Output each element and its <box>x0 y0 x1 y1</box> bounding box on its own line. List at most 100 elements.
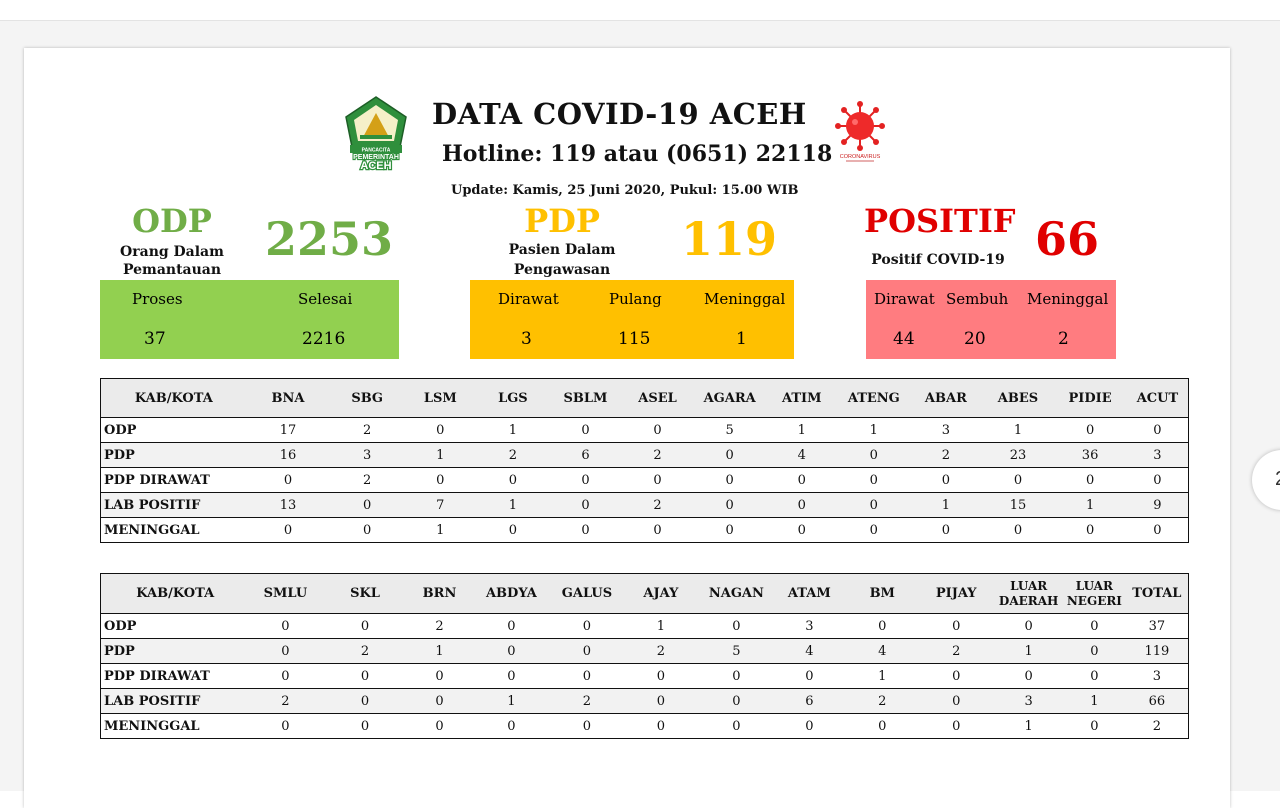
table-cell: 3 <box>329 442 405 468</box>
table-cell: 2 <box>552 688 622 714</box>
table-cell: 9 <box>1126 492 1189 518</box>
table-cell: 0 <box>550 517 621 543</box>
table-row: PDP DIRAWAT 0 0 0 0 0 0 0 0 1 0 0 0 3 <box>100 663 1189 689</box>
table-cell: 0 <box>405 417 476 443</box>
column-header: ATIM <box>764 378 839 418</box>
column-header: PIDIE <box>1053 378 1127 418</box>
table-row: PDP 16 3 1 2 6 2 0 4 0 2 23 36 3 <box>100 442 1189 468</box>
table-cell: 0 <box>552 713 622 739</box>
table-cell: 6 <box>772 688 847 714</box>
odp-selesai-label: Selesai <box>298 290 353 308</box>
odp-label: ODP <box>132 202 212 240</box>
table-cell: 0 <box>552 638 622 664</box>
row-label: PDP <box>100 442 247 468</box>
table-cell: 0 <box>700 713 773 739</box>
positif-label: POSITIF <box>864 202 1016 240</box>
table-cell: 0 <box>909 517 983 543</box>
update-timestamp: Update: Kamis, 25 Juni 2020, Pukul: 15.0… <box>451 183 799 198</box>
viewer-top-bar <box>0 0 1280 21</box>
column-header: KAB/KOTA <box>100 378 247 418</box>
table-row: ODP 17 2 0 1 0 0 5 1 1 3 1 0 0 <box>100 417 1189 443</box>
table-cell: 119 <box>1125 638 1189 664</box>
column-header: TOTAL <box>1125 573 1189 614</box>
odp-proses-value: 37 <box>144 329 166 349</box>
column-header: LUAR DAERAH <box>994 573 1064 614</box>
table-cell: 0 <box>764 467 839 493</box>
table-cell: 0 <box>552 613 622 639</box>
table-row: LAB POSITIF 13 0 7 1 0 2 0 0 0 1 15 1 9 <box>100 492 1189 518</box>
row-label: MENINGGAL <box>100 713 250 739</box>
pdp-dirawat-value: 3 <box>521 329 532 349</box>
table-cell: 0 <box>694 467 765 493</box>
table-cell: 0 <box>249 663 322 689</box>
column-header: ABAR <box>909 378 983 418</box>
odp-sub-line2: Pemantauan <box>122 262 222 278</box>
row-label: LAB POSITIF <box>100 688 250 714</box>
table-cell: 7 <box>405 492 476 518</box>
positif-meninggal-label: Meninggal <box>1027 290 1109 308</box>
table-cell: 4 <box>846 638 919 664</box>
table-cell: 0 <box>249 613 322 639</box>
table-cell: 0 <box>838 517 910 543</box>
table-cell: 0 <box>621 688 701 714</box>
table-cell: 2 <box>620 492 695 518</box>
table-cell: 2 <box>475 442 551 468</box>
table-cell: 0 <box>246 517 330 543</box>
pdp-meninggal-label: Meninggal <box>704 290 786 308</box>
aceh-government-logo: PANCACITA PEMERINTAH ACEH <box>345 96 407 171</box>
table-cell: 0 <box>550 467 621 493</box>
table-cell: 0 <box>994 613 1064 639</box>
table-cell: 0 <box>772 663 847 689</box>
page-number-text: 2 <box>1275 468 1280 491</box>
table-cell: 1 <box>475 417 551 443</box>
table-cell: 0 <box>405 467 476 493</box>
table-cell: 0 <box>475 467 551 493</box>
table-row: PDP 0 2 1 0 0 2 5 4 4 2 1 0 119 <box>100 638 1189 664</box>
table-cell: 1 <box>405 442 476 468</box>
odp-sub-line1: Orang Dalam <box>120 244 224 260</box>
column-header: BRN <box>408 573 471 614</box>
table-cell: 0 <box>838 492 910 518</box>
column-header: SBG <box>329 378 405 418</box>
column-header: ABDYA <box>470 573 553 614</box>
table-header-row: KAB/KOTA SMLU SKL BRN ABDYA GALUS AJAY NAGAN ATA… <box>100 573 1189 614</box>
table-cell: 1 <box>1053 492 1127 518</box>
pdp-pulang-value: 115 <box>618 329 651 349</box>
positif-total: 66 <box>1035 212 1100 266</box>
column-header: AGARA <box>694 378 765 418</box>
table-row: ODP 0 0 2 0 0 1 0 3 0 0 0 0 37 <box>100 613 1189 639</box>
district-table-2: KAB/KOTA SMLU SKL BRN ABDYA GALUS AJAY NAGAN ATA… <box>100 573 1189 739</box>
coronavirus-caption: CORONAVIRUS <box>840 154 881 160</box>
column-header: ATAM <box>772 573 847 614</box>
pdp-sub-line2: Pengawasan <box>513 262 611 278</box>
table-row: MENINGGAL 0 0 1 0 0 0 0 0 0 0 0 0 0 <box>100 517 1189 543</box>
table-cell: 3 <box>772 613 847 639</box>
table-cell: 0 <box>321 663 409 689</box>
table-cell: 1 <box>846 663 919 689</box>
table-cell: 0 <box>846 713 919 739</box>
table-cell: 0 <box>838 442 910 468</box>
table-cell: 0 <box>1063 713 1126 739</box>
row-label: PDP DIRAWAT <box>100 467 247 493</box>
pdp-sub-line1: Pasien Dalam <box>508 242 616 258</box>
column-header: PIJAY <box>918 573 995 614</box>
column-header: SBLM <box>550 378 621 418</box>
table-header-row: KAB/KOTA BNA SBG LSM LGS SBLM ASEL AGARA ATIM ATE… <box>100 378 1189 418</box>
table-cell: 0 <box>846 613 919 639</box>
row-label: PDP <box>100 638 250 664</box>
table-cell: 0 <box>470 613 553 639</box>
column-header: ASEL <box>620 378 695 418</box>
table-cell: 0 <box>764 517 839 543</box>
table-cell: 0 <box>994 663 1064 689</box>
pdp-pulang-label: Pulang <box>609 290 662 308</box>
table-cell: 2 <box>329 467 405 493</box>
odp-box: Proses 37 Selesai 2216 <box>100 280 399 359</box>
table-cell: 37 <box>1125 613 1189 639</box>
table-cell: 0 <box>475 517 551 543</box>
table-cell: 0 <box>694 517 765 543</box>
column-header: SMLU <box>249 573 322 614</box>
table-cell: 0 <box>982 467 1054 493</box>
table-cell: 0 <box>838 467 910 493</box>
table-cell: 0 <box>1053 467 1127 493</box>
table-cell: 0 <box>694 442 765 468</box>
